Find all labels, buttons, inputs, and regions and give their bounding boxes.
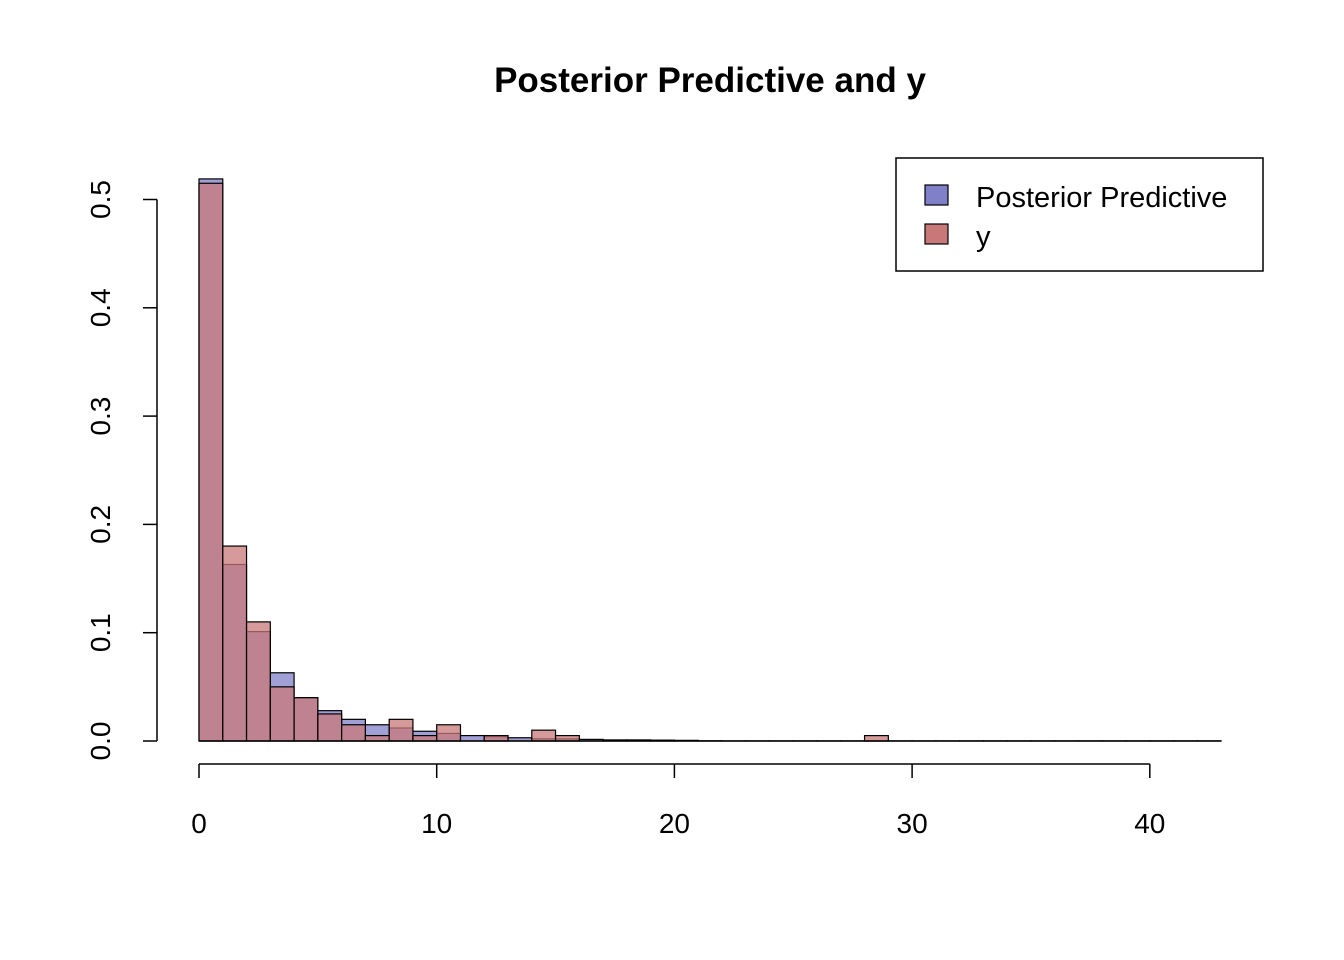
bar-series1-bin28 bbox=[863, 734, 889, 742]
bar-series1-bin14 bbox=[531, 729, 557, 742]
legend-swatch-posterior-predictive bbox=[924, 184, 949, 206]
y-tick-label-0: 0.0 bbox=[85, 722, 116, 761]
bar-series1-bin15 bbox=[554, 734, 580, 742]
bar-series1-bin4 bbox=[293, 697, 319, 742]
bars-layer bbox=[198, 178, 1222, 742]
legend-label-y: y bbox=[976, 221, 991, 253]
x-tick-label-2: 20 bbox=[659, 808, 690, 839]
x-tick-label-3: 30 bbox=[897, 808, 928, 839]
y-tick-label-3: 0.3 bbox=[85, 397, 116, 436]
bar-series1-bin6 bbox=[341, 724, 366, 742]
y-axis: 0.0 0.1 0.2 0.3 0.4 0.5 bbox=[85, 180, 158, 761]
bar-series1-bin12 bbox=[483, 734, 509, 742]
bar-series1-bin7 bbox=[364, 734, 390, 742]
x-tick-label-0: 0 bbox=[191, 808, 207, 839]
legend-box bbox=[895, 157, 1264, 272]
bar-series1-bin3 bbox=[269, 686, 295, 742]
chart-title: Posterior Predictive and y bbox=[494, 61, 926, 100]
bar-series1-bin10 bbox=[436, 724, 462, 742]
y-tick-label-1: 0.1 bbox=[85, 613, 116, 652]
legend-label-posterior-predictive: Posterior Predictive bbox=[976, 182, 1227, 214]
bar-series0-bin11 bbox=[459, 734, 485, 742]
y-tick-label-4: 0.4 bbox=[85, 288, 116, 327]
legend: Posterior Predictive y bbox=[895, 157, 1264, 272]
legend-swatch-y bbox=[924, 223, 949, 245]
x-tick-label-1: 10 bbox=[421, 808, 452, 839]
bar-series1-bin2 bbox=[245, 621, 271, 742]
x-axis: 0 10 20 30 40 bbox=[191, 763, 1165, 839]
bar-series1-bin9 bbox=[412, 734, 438, 742]
bar-series1-bin5 bbox=[317, 713, 343, 742]
bar-series1-bin8 bbox=[388, 718, 414, 742]
x-tick-label-4: 40 bbox=[1134, 808, 1165, 839]
y-tick-label-5: 0.5 bbox=[85, 180, 116, 219]
bar-series1-bin1 bbox=[222, 545, 248, 742]
bar-series1-bin0 bbox=[198, 182, 224, 742]
y-tick-label-2: 0.2 bbox=[85, 505, 116, 544]
